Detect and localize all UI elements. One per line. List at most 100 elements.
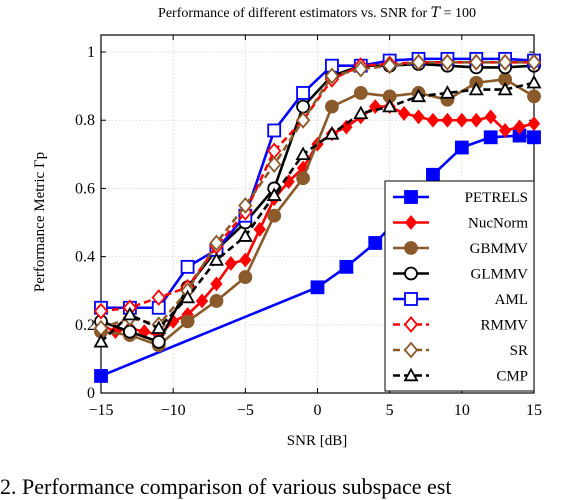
diamond-marker [426,112,440,128]
triangle-marker [353,105,369,120]
circle-marker [151,334,166,349]
diamond-marker [527,116,541,132]
circle-marker [238,270,253,284]
triangle-marker [237,228,253,242]
y-tick-label: 0.6 [75,180,95,197]
series-cmp [93,74,542,348]
diamond-marker [238,197,253,214]
legend-label: CMP [496,369,528,385]
triangle-marker [468,81,484,96]
diamond-marker [324,67,340,85]
circle-marker [527,89,541,104]
circle-marker [353,86,368,100]
diamond-marker [455,112,469,128]
triangle-marker [411,88,427,103]
diamond-marker [382,57,397,75]
diamond-marker [403,316,419,333]
diamond-marker [412,109,425,125]
triangle-marker [295,146,311,161]
diamond-marker [267,156,282,173]
diamond-marker [498,123,512,138]
diamond-marker [224,256,238,271]
y-tick-label: 0 [87,385,95,402]
legend-box [384,180,535,392]
legend-entry: GLMMV [393,267,528,283]
square-marker [527,130,541,145]
legend-label: GBMMV [470,241,529,257]
triangle-marker [180,289,196,304]
legend-entry: SR [393,341,528,359]
legend-entry: GBMMV [393,241,528,257]
square-marker [339,259,354,274]
triangle-marker [526,74,542,89]
square-marker [296,86,310,100]
legend-entry: AML [393,292,528,308]
triangle-marker [266,187,282,201]
series-line [101,57,535,310]
diamond-marker [93,302,109,320]
circle-marker [122,324,137,339]
legend-entry: CMP [393,367,528,385]
y-tick-label: 0.2 [75,317,95,334]
diamond-marker [209,234,224,252]
triangle-marker [382,98,398,113]
diamond-marker [340,119,353,135]
x-tick-label: −5 [237,402,254,419]
triangle-marker [93,334,109,348]
square-marker [454,140,469,155]
diamond-marker [397,106,411,121]
chart-figure: Performance of different estimators vs. … [32,6,542,449]
diamond-marker [151,289,166,306]
legend: PETRELS NucNorm GBMMV GLMMV AML RMMV SR CMP [384,180,535,392]
diamond-marker [526,53,542,71]
chart-title: Performance of different estimators vs. … [158,6,476,21]
square-marker [94,369,108,383]
x-tick-label: 0 [314,402,322,419]
legend-label: RMMV [480,318,528,334]
diamond-marker [469,53,484,71]
axis-ticks: −15 −10 −5 0 5 10 15 0 0.2 0.4 0.6 0.8 1 [75,35,542,419]
y-tick-label: 0.8 [75,112,95,129]
diamond-marker [295,111,311,129]
legend-entry: NucNorm [393,215,528,232]
diamond-marker [239,252,252,268]
x-axis-label: SNR [dB] [287,433,347,449]
diamond-marker [441,112,454,128]
diamond-marker [404,215,418,230]
legend-entry: PETRELS [393,190,528,206]
diamond-marker [470,112,483,128]
diamond-marker [440,53,455,71]
diamond-marker [195,293,209,309]
triangle-marker [324,126,340,140]
diamond-marker [253,221,266,237]
series-line [100,60,534,330]
diamond-marker [411,53,426,71]
series-line [100,81,535,343]
triangle-marker [439,85,455,99]
diamond-marker [210,276,223,292]
legend-label: GLMMV [470,267,528,283]
x-tick-label: 10 [454,402,470,419]
x-tick-label: −15 [88,402,113,419]
legend-label: SR [510,343,528,359]
diamond-marker [403,341,419,359]
triangle-marker [122,306,138,321]
circle-marker [267,208,282,223]
y-tick-label: 1 [87,44,95,61]
legend-label: NucNorm [468,216,528,232]
series-layer [93,51,542,383]
legend-label: PETRELS [465,190,528,206]
circle-marker [296,99,310,114]
circle-marker [209,294,224,308]
x-tick-label: 5 [386,402,394,419]
square-marker [404,292,418,306]
triangle-marker [403,367,419,382]
diamond-marker [353,60,368,78]
square-marker [310,280,325,295]
triangle-marker [497,81,513,96]
figure-caption-fragment: 2. Performance comparison of various sub… [0,474,452,499]
diamond-marker [484,109,497,125]
circle-marker [404,266,418,281]
y-axis-label: Performance Metric Γp [32,152,48,292]
triangle-marker [151,320,167,334]
